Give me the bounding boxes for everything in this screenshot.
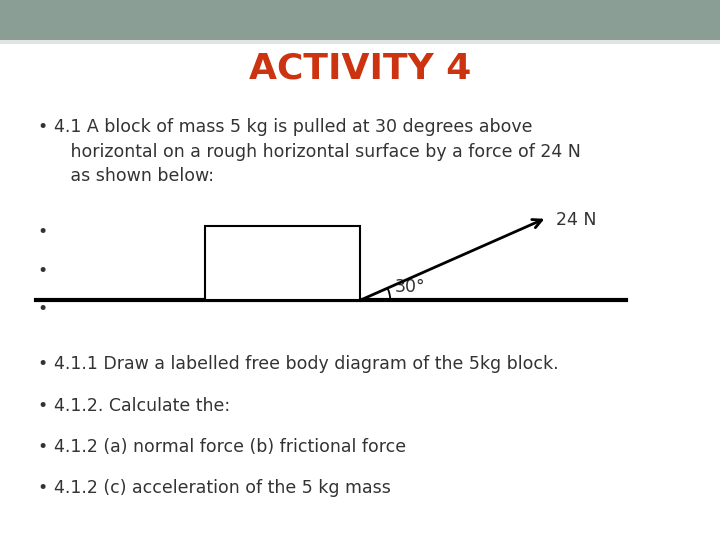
Text: 24 N: 24 N [556, 212, 596, 229]
Text: 4.1.1 Draw a labelled free body diagram of the 5kg block.: 4.1.1 Draw a labelled free body diagram … [54, 355, 559, 374]
Text: •: • [37, 438, 48, 456]
Bar [0, 0, 720, 40]
Text: 4.1 A block of mass 5 kg is pulled at 30 degrees above
   horizontal on a rough : 4.1 A block of mass 5 kg is pulled at 30… [54, 118, 581, 185]
Text: •: • [37, 479, 48, 498]
Text: •: • [37, 300, 48, 318]
Text: 4.1.2. Calculate the:: 4.1.2. Calculate the: [54, 397, 230, 415]
Text: 30°: 30° [395, 278, 426, 296]
Bar [205, 226, 360, 300]
Text: •: • [37, 355, 48, 374]
Text: •: • [37, 262, 48, 280]
Text: •: • [37, 397, 48, 415]
Text: 4.1.2 (c) acceleration of the 5 kg mass: 4.1.2 (c) acceleration of the 5 kg mass [54, 479, 391, 498]
Text: ACTIVITY 4: ACTIVITY 4 [249, 52, 471, 86]
Text: •: • [37, 223, 48, 241]
Text: 4.1.2 (a) normal force (b) frictional force: 4.1.2 (a) normal force (b) frictional fo… [54, 438, 406, 456]
Text: •: • [37, 118, 48, 137]
Bar [0, 40, 720, 44]
